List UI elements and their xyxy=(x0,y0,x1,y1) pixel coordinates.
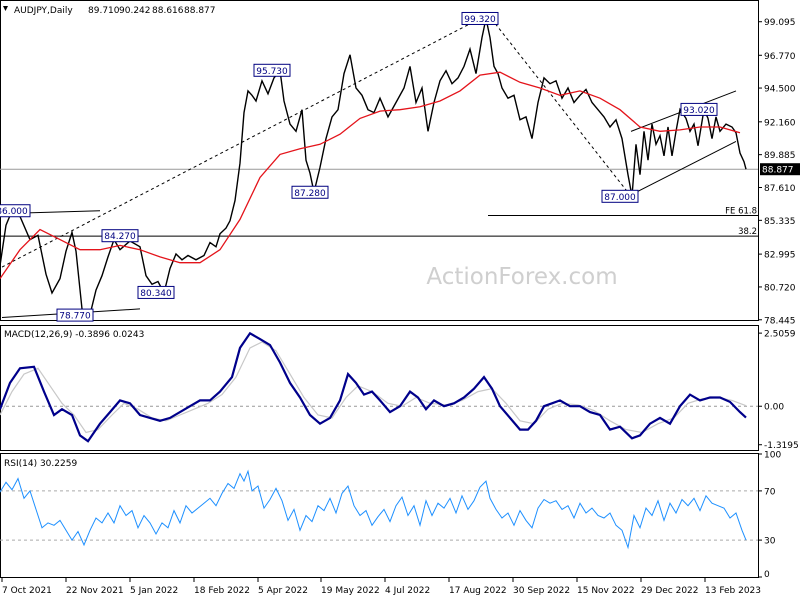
macd-panel: 2.5059 0.00 -1.3195 MACD(12,26,9) -0.3896 … xyxy=(0,325,799,451)
macd-tick-label: 2.5059 xyxy=(764,330,796,340)
price-annotation-label: 95.730 xyxy=(256,67,288,77)
price-tick-label: 87.610 xyxy=(764,184,796,194)
price-annotation-box xyxy=(291,185,329,199)
watermark: ActionForex.com xyxy=(426,264,617,290)
macd-signal-line xyxy=(0,341,747,434)
x-tick-label: 22 Nov 2021 xyxy=(66,586,124,596)
macd-label: MACD(12,26,9) -0.3896 0.0243 xyxy=(4,330,144,340)
price-annotation-box xyxy=(461,11,499,25)
channel-lower-line xyxy=(630,141,737,196)
price-tick-label: 99.095 xyxy=(764,18,796,28)
macd-tick-label: -1.3195 xyxy=(764,441,799,451)
price-annotation-box xyxy=(56,308,94,322)
ohlc-low: 88.616 xyxy=(152,6,184,16)
fibonacci-label: 38.2 xyxy=(738,227,757,237)
price-tick-label: 78.445 xyxy=(764,316,796,326)
rsi-line xyxy=(0,469,747,550)
x-tick-label: 19 May 2022 xyxy=(321,586,380,596)
ohlc-open: 89.710 xyxy=(88,6,120,16)
price-annotation-box xyxy=(680,102,718,116)
price-annotation-label: 87.280 xyxy=(294,189,326,199)
price-annotation-box xyxy=(137,285,175,299)
price-annotation-label: 84.270 xyxy=(104,232,136,242)
price-panel: ActionForex.com FE 61.8 38.2 99.320 95.730… xyxy=(0,0,800,326)
price-tick-label: 92.160 xyxy=(764,118,796,128)
rsi-tick-label: 100 xyxy=(764,451,781,461)
price-annotation-label: 86.000 xyxy=(0,207,28,217)
rsi-panel: 100 70 30 0 RSI(14) 30.2259 xyxy=(0,451,781,580)
last-price-box xyxy=(760,163,800,176)
macd-line xyxy=(0,331,747,443)
price-tick-label: 82.995 xyxy=(764,251,796,261)
last-price-label: 88.877 xyxy=(762,166,794,176)
price-symbol-label: AUDJPY,Daily xyxy=(14,6,73,16)
price-tick-label: 96.770 xyxy=(764,52,796,62)
x-tick-label: 29 Dec 2022 xyxy=(641,586,699,596)
price-tick-label: 85.335 xyxy=(764,217,796,227)
price-annotation-label: 87.000 xyxy=(604,193,636,203)
price-annotation-box xyxy=(601,189,639,203)
price-annotation-label: 99.320 xyxy=(464,15,496,25)
x-tick-label: 4 Jul 2022 xyxy=(385,586,430,596)
falling-trendline xyxy=(487,14,632,197)
x-tick-label: 17 Aug 2022 xyxy=(449,586,507,596)
rsi-panel-frame xyxy=(0,453,759,578)
x-tick-label: 5 Apr 2022 xyxy=(258,586,308,596)
price-series xyxy=(0,18,747,316)
ohlc-high: 90.242 xyxy=(119,6,151,16)
rsi-tick-label: 0 xyxy=(764,570,770,580)
price-panel-frame xyxy=(0,0,759,321)
x-axis: 7 Oct 2021 22 Nov 2021 5 Jan 2022 18 Feb 20… xyxy=(1,578,761,596)
macd-tick-label: 0.00 xyxy=(764,403,784,413)
collapse-triangle-icon[interactable] xyxy=(3,6,8,11)
x-tick-label: 13 Feb 2023 xyxy=(705,586,761,596)
macd-panel-frame xyxy=(0,325,759,451)
rsi-tick-label: 70 xyxy=(764,487,776,497)
x-tick-label: 5 Jan 2022 xyxy=(130,586,178,596)
rsi-tick-label: 30 xyxy=(764,537,776,547)
price-tick-label: 94.500 xyxy=(764,85,796,95)
rising-trendline xyxy=(1,13,489,268)
price-annotation-box xyxy=(253,63,291,77)
price-tick-label: 80.720 xyxy=(764,283,796,293)
ohlc-close: 88.877 xyxy=(184,6,216,16)
x-tick-label: 15 Nov 2022 xyxy=(577,586,635,596)
price-tick-label: 89.885 xyxy=(764,151,796,161)
moving-average-line xyxy=(0,71,741,279)
price-annotation-label: 93.020 xyxy=(683,106,715,116)
price-annotation-label: 78.770 xyxy=(59,312,91,322)
x-tick-label: 30 Sep 2022 xyxy=(513,586,570,596)
price-annotation-label: 80.340 xyxy=(140,289,172,299)
rsi-label: RSI(14) 30.2259 xyxy=(4,459,77,469)
price-annotation-box xyxy=(101,229,139,243)
price-annotation-box xyxy=(0,204,31,218)
x-tick-label: 18 Feb 2022 xyxy=(194,586,250,596)
fibonacci-label: FE 61.8 xyxy=(725,206,757,216)
x-tick-label: 7 Oct 2021 xyxy=(2,586,52,596)
